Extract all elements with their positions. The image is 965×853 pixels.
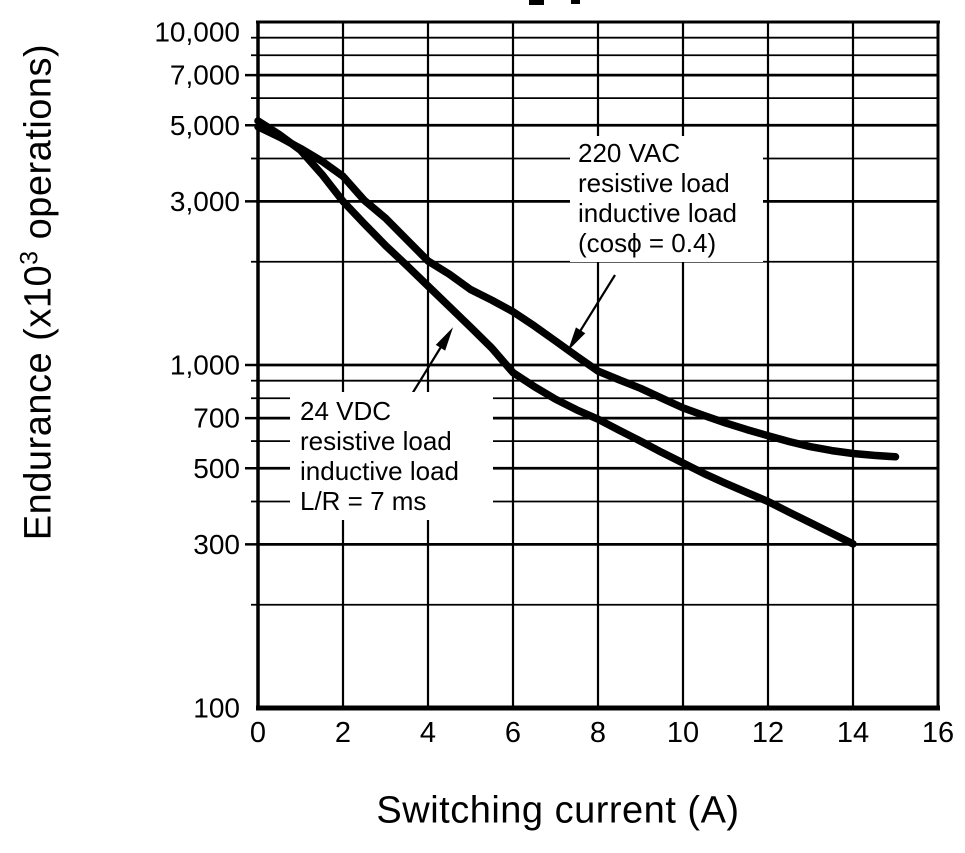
annotation-24vdc-line2: resistive load [300, 426, 452, 456]
annotation-24vdc-line3: inductive load [300, 456, 459, 486]
x-tick-label-10: 10 [667, 717, 699, 749]
annotation-arrowhead-vac220 [567, 327, 586, 351]
y-tick-label-5000: 5,000 [170, 110, 240, 141]
x-tick-label-14: 14 [837, 717, 869, 749]
x-tick-label-6: 6 [505, 717, 521, 749]
y-axis-title: Endurance (x103 operations) [16, 44, 61, 540]
annotation-220vac: 220 VAC resistive load inductive load (c… [570, 136, 763, 262]
y-tick-label-500: 500 [193, 453, 240, 484]
x-tick-label-8: 8 [590, 717, 606, 749]
y-tick-label-100: 100 [193, 693, 240, 724]
curve-vac220 [254, 123, 900, 461]
annotation-220vac-line2: resistive load [578, 168, 730, 198]
y-tick-label-700: 700 [193, 403, 240, 434]
x-axis-title: Switching current (A) [376, 789, 740, 832]
x-tick-label-12: 12 [752, 717, 784, 749]
x-tick-label-4: 4 [420, 717, 436, 749]
y-tick-label-7000: 7,000 [170, 60, 240, 91]
annotation-24vdc-line1: 24 VDC [300, 396, 392, 426]
annotation-arrow-line-vac220 [575, 274, 616, 339]
y-tick-label-3000: 3,000 [170, 186, 240, 217]
y-axis-title-superscript: 3 [15, 250, 44, 265]
y-axis-title-prefix: Endurance (x10 [17, 264, 60, 541]
cropped-text-remnant [571, 0, 580, 4]
y-tick-label-10000: 10,000 [154, 17, 240, 48]
y-tick-label-300: 300 [193, 529, 240, 560]
annotation-24vdc-line4: L/R = 7 ms [300, 486, 427, 516]
curve-vdc24 [254, 117, 857, 548]
annotation-220vac-line1: 220 VAC [578, 138, 681, 168]
annotation-arrowhead-vdc24 [435, 327, 454, 351]
annotation-24vdc: 24 VDC resistive load inductive load L/R… [290, 392, 493, 520]
annotation-220vac-line3: inductive load [578, 198, 737, 228]
annotation-220vac-line4: (cosϕ = 0.4) [578, 228, 717, 258]
x-tick-label-0: 0 [250, 717, 266, 749]
x-tick-label-2: 2 [335, 717, 351, 749]
cropped-text-remnant [529, 0, 544, 5]
annotation-arrow-line-vdc24 [411, 339, 447, 395]
x-tick-label-16: 16 [922, 717, 954, 749]
y-tick-label-1000: 1,000 [170, 350, 240, 381]
y-axis-title-suffix: operations) [17, 43, 60, 251]
